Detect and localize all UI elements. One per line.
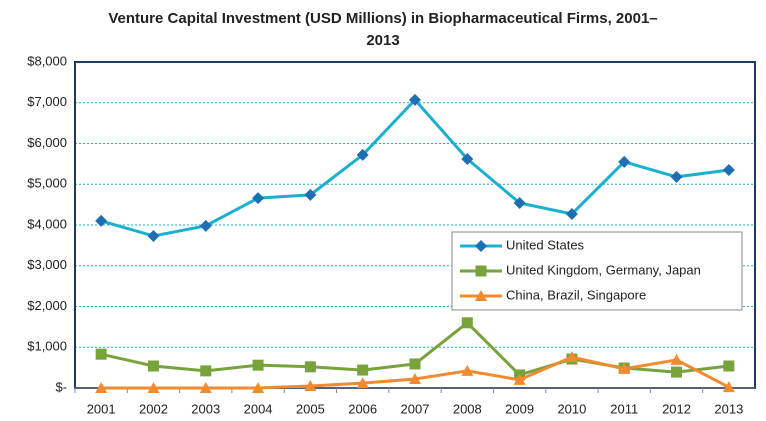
x-tick-label: 2008 [453,401,482,416]
chart-title: Venture Capital Investment (USD Millions… [108,10,658,49]
data-point [671,366,683,378]
data-point [199,219,212,232]
legend-marker [475,240,487,252]
x-tick-label: 2007 [401,401,430,416]
data-point [356,377,369,389]
data-point [252,359,264,371]
y-tick-label: $4,000 [27,216,67,231]
data-point [670,353,683,365]
x-tick-label: 2013 [714,401,743,416]
x-tick-label: 2001 [87,401,116,416]
data-point [513,196,526,209]
y-tick-label: $2,000 [27,298,67,313]
data-point [722,163,735,176]
x-tick-label: 2009 [505,401,534,416]
data-point [723,360,735,372]
x-tick-label: 2003 [191,401,220,416]
y-tick-label: $3,000 [27,257,67,272]
data-point [461,152,474,165]
legend-label: United Kingdom, Germany, Japan [506,262,701,277]
x-tick-label: 2002 [139,401,168,416]
x-tick-label: 2011 [610,401,638,416]
data-point [252,192,265,205]
x-tick-label: 2010 [557,401,586,416]
y-tick-label: $1,000 [27,339,67,354]
data-point [409,373,421,385]
data-point [199,382,212,393]
series-line [100,97,730,238]
data-point [357,364,369,376]
data-point [304,188,317,201]
data-point [722,381,735,393]
legend-label: United States [506,237,585,252]
legend-label: China, Brazil, Singapore [506,287,646,302]
data-point [670,170,683,183]
x-tick-label: 2005 [296,401,325,416]
data-point [95,214,108,227]
data-point [147,230,160,243]
data-point [95,348,107,360]
data-point [461,317,473,329]
data-point [95,382,108,393]
data-point [618,155,631,168]
data-point [409,93,421,106]
data-point [565,207,578,220]
y-tick-label: $5,000 [27,176,67,191]
data-point [409,358,421,370]
y-tick-label: $- [55,379,67,394]
data-point [304,379,317,391]
data-point [147,382,160,393]
y-tick-label: $6,000 [27,135,67,150]
data-point [565,351,578,363]
x-tick-label: 2012 [662,401,691,416]
data-point [304,361,316,373]
data-point [618,362,631,374]
data-point [252,382,265,393]
data-point [147,360,159,372]
legend-marker [475,290,487,301]
data-point [513,373,526,385]
x-tick-label: 2004 [244,401,273,416]
data-point [461,364,474,376]
data-point [356,148,369,161]
y-tick-label: $8,000 [27,53,67,68]
y-tick-label: $7,000 [27,94,67,109]
legend-marker [475,265,487,277]
x-tick-label: 2006 [348,401,377,416]
data-point [200,365,212,377]
